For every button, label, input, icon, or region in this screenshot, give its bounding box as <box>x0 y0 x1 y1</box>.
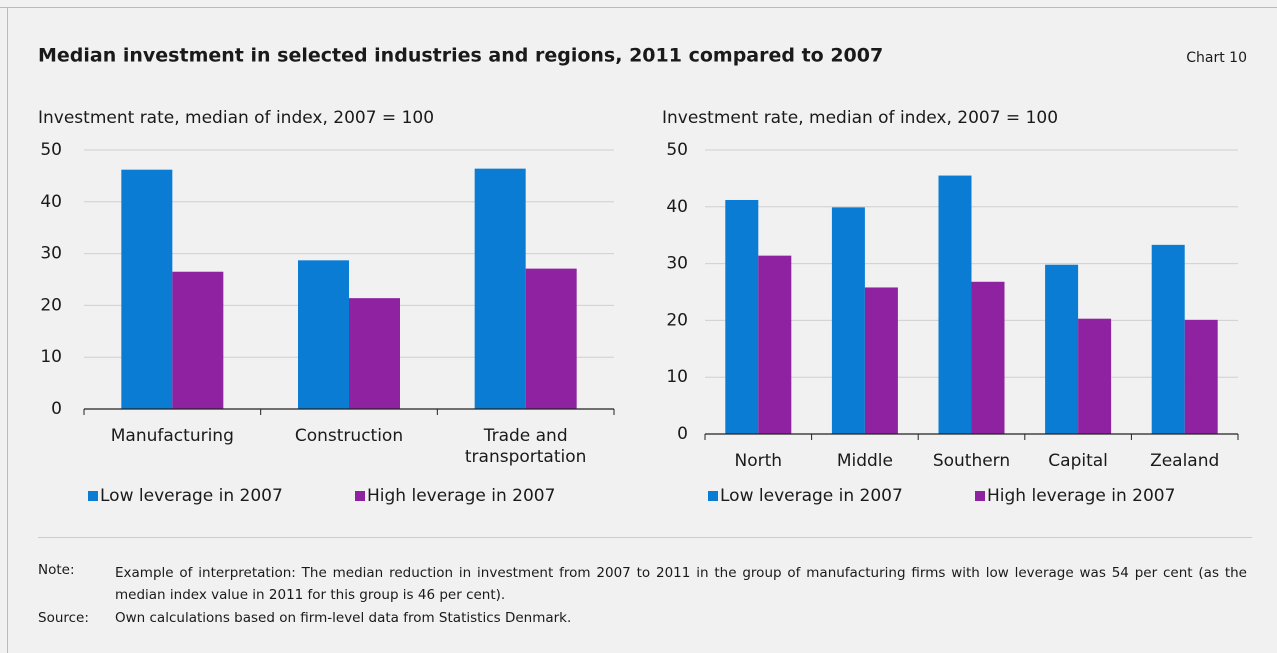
y-tick-label: 10 <box>666 367 688 387</box>
x-tick-label: Southern <box>932 451 1011 471</box>
legend-label: Low leverage in 2007 <box>100 486 283 506</box>
bar <box>831 207 865 434</box>
bar <box>474 168 526 409</box>
legend-label: High leverage in 2007 <box>987 486 1175 506</box>
bar <box>172 271 224 409</box>
y-tick-label: 20 <box>40 295 62 315</box>
bar <box>725 199 759 434</box>
legend-swatch <box>355 491 365 501</box>
y-tick-label: 50 <box>40 140 62 160</box>
legend-swatch <box>975 491 985 501</box>
y-tick-label: 0 <box>51 399 62 419</box>
page-title: Median investment in selected industries… <box>38 45 883 67</box>
x-tick-label: Trade and transportation <box>464 426 587 467</box>
bar <box>758 255 792 434</box>
y-tick-label: 40 <box>666 197 688 217</box>
x-tick-label: Capital <box>1048 451 1108 471</box>
y-axis-label: Investment rate, median of index, 2007 =… <box>38 108 434 128</box>
legend-label: Low leverage in 2007 <box>720 486 903 506</box>
bar <box>864 287 898 434</box>
y-tick-label: 50 <box>666 140 688 160</box>
bar <box>1045 264 1079 434</box>
bar <box>938 175 972 434</box>
x-tick-label: Manufacturing <box>110 426 234 446</box>
bar <box>525 268 577 409</box>
y-tick-label: 30 <box>666 254 688 274</box>
x-tick-label: North <box>734 451 783 471</box>
x-tick-label: Middle <box>836 451 893 471</box>
bar <box>298 260 349 409</box>
note-text: Example of interpretation: The median re… <box>115 565 1247 603</box>
bar <box>1151 244 1185 434</box>
legend-swatch <box>88 491 98 501</box>
bar <box>349 298 400 409</box>
x-tick-label: Construction <box>294 426 404 446</box>
y-tick-label: 0 <box>677 424 688 444</box>
bar <box>1078 318 1112 434</box>
y-tick-label: 40 <box>40 192 62 212</box>
y-axis-label: Investment rate, median of index, 2007 =… <box>662 108 1058 128</box>
x-tick-label: Zealand <box>1150 451 1220 471</box>
bar <box>121 169 173 409</box>
chart-number: Chart 10 <box>1186 50 1247 66</box>
source-label: Source: <box>38 610 89 626</box>
source-text: Own calculations based on firm-level dat… <box>115 610 572 626</box>
bar <box>1184 319 1218 434</box>
bar <box>971 281 1005 434</box>
legend-label: High leverage in 2007 <box>367 486 555 506</box>
note-label: Note: <box>38 562 75 578</box>
y-tick-label: 30 <box>40 244 62 264</box>
y-tick-label: 20 <box>666 310 688 330</box>
legend-swatch <box>708 491 718 501</box>
y-tick-label: 10 <box>40 347 62 367</box>
